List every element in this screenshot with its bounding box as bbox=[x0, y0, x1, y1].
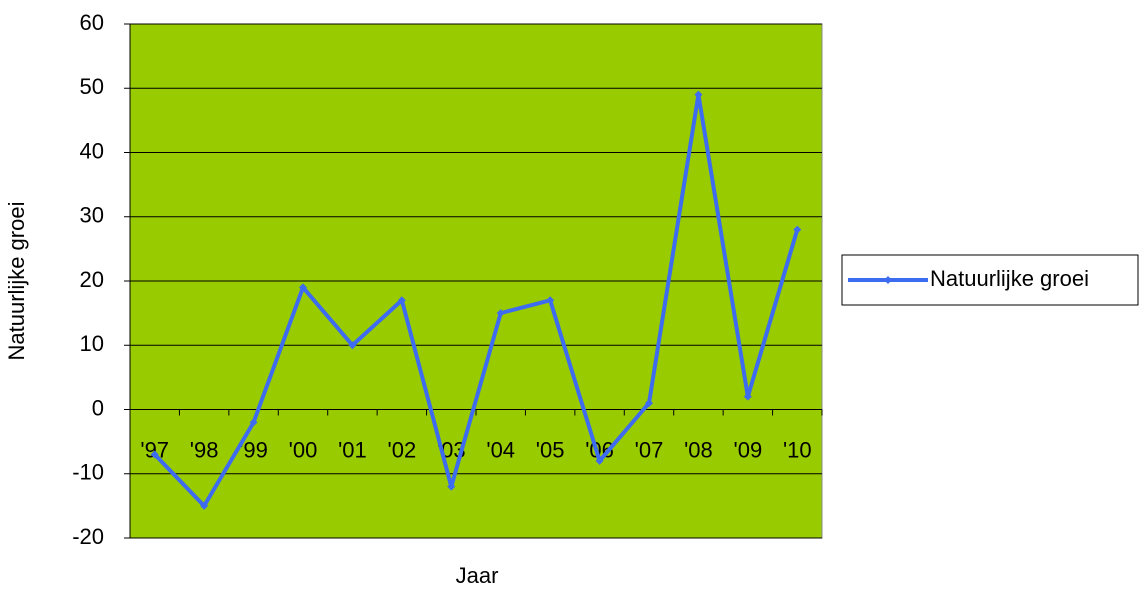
y-tick-label: 20 bbox=[80, 267, 104, 292]
point-marker bbox=[447, 482, 456, 491]
y-tick-label: -10 bbox=[72, 460, 104, 485]
x-tick-label: '01 bbox=[338, 437, 367, 462]
y-tick-label: 30 bbox=[80, 203, 104, 228]
y-tick-label: 0 bbox=[92, 395, 104, 420]
legend-label: Natuurlijke groei bbox=[930, 266, 1089, 291]
x-tick-label: '10 bbox=[783, 437, 812, 462]
point-marker bbox=[348, 341, 357, 350]
x-axis-label: Jaar bbox=[456, 563, 499, 588]
x-tick-label: '98 bbox=[190, 437, 219, 462]
x-tick-label: '97 bbox=[140, 437, 169, 462]
x-tick-label: '00 bbox=[289, 437, 318, 462]
series-line bbox=[153, 92, 800, 508]
y-tick-label: 40 bbox=[80, 138, 104, 163]
x-tick-label: '05 bbox=[536, 437, 565, 462]
y-tick-label: -20 bbox=[72, 524, 104, 549]
y-tick-label: 60 bbox=[80, 10, 104, 35]
x-tick-label: '09 bbox=[734, 437, 763, 462]
y-tick-label: 10 bbox=[80, 331, 104, 356]
x-tick-label: '02 bbox=[388, 437, 417, 462]
point-marker bbox=[299, 283, 307, 292]
point-marker bbox=[397, 296, 406, 305]
point-marker bbox=[595, 456, 604, 465]
x-tick-label: '08 bbox=[684, 437, 713, 462]
legend-marker bbox=[884, 276, 892, 284]
point-marker bbox=[743, 392, 752, 401]
point-marker bbox=[694, 90, 703, 99]
y-tick-label: 50 bbox=[80, 74, 104, 99]
point-marker bbox=[496, 309, 505, 318]
legend: Natuurlijke groei bbox=[841, 254, 1139, 306]
point-marker bbox=[546, 296, 555, 305]
point-marker bbox=[645, 399, 653, 408]
point-marker bbox=[150, 450, 159, 459]
point-marker bbox=[793, 225, 802, 234]
y-axis-label: Natuurlijke groei bbox=[4, 202, 29, 361]
x-tick-label: '07 bbox=[635, 437, 664, 462]
x-tick-label: '04 bbox=[486, 437, 515, 462]
point-marker bbox=[200, 501, 209, 510]
point-marker bbox=[249, 418, 258, 427]
